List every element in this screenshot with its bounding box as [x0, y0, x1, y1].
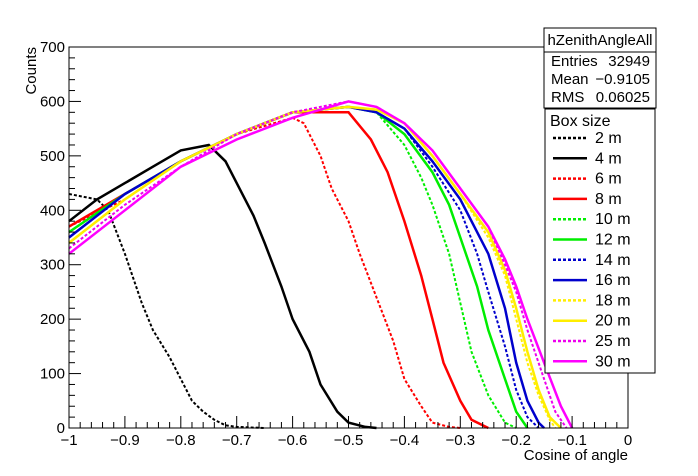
stats-mean-label: Mean	[551, 71, 589, 88]
legend-label: 8 m	[595, 191, 622, 208]
x-tick-label: −0.7	[222, 432, 252, 449]
legend-entries: 2 m 4 m 6 m 8 m 10 m 12 m 14 m 16 m 18 m 20 m 25 m…	[553, 130, 631, 370]
y-tick-label: 200	[40, 311, 65, 328]
x-tick-label: −0.6	[278, 432, 308, 449]
legend-label: 16 m	[595, 272, 631, 289]
x-tick-label: −0.5	[334, 432, 364, 449]
axis-tick-labels: −1 −0.9 −0.8 −0.7 −0.6 −0.5 −0.4 −0.3 −0.2 −0.1 0 0…	[40, 39, 632, 449]
series-30-m-solid	[68, 100, 574, 429]
x-tick-label: −0.1	[557, 432, 587, 449]
stats-title: hZenithAngleAll	[547, 32, 652, 49]
legend: Box size 2 m 4 m 6 m 8 m 10 m 12 m 14 m 16 m 18 …	[544, 108, 656, 374]
y-tick-label: 600	[40, 93, 65, 110]
series-4-m-solid	[68, 143, 377, 430]
legend-box	[544, 108, 656, 374]
series-layer	[68, 100, 574, 430]
y-tick-label: 400	[40, 202, 65, 219]
x-tick-label: −0.3	[445, 432, 475, 449]
legend-label: 30 m	[595, 353, 631, 370]
x-tick-label: −0.2	[501, 432, 531, 449]
stats-values-box	[543, 51, 657, 109]
legend-label: 12 m	[595, 232, 631, 249]
y-axis-title: Counts	[23, 47, 40, 95]
legend-label: 20 m	[595, 313, 631, 330]
x-tick-label: −0.4	[390, 432, 420, 449]
legend-label: 2 m	[595, 130, 622, 147]
stats-rms-label: RMS	[551, 89, 584, 106]
series-2-m-dashed	[68, 193, 265, 429]
legend-label: 25 m	[595, 333, 631, 350]
legend-title: Box size	[550, 113, 611, 130]
legend-label: 10 m	[595, 211, 631, 228]
y-tick-label: 300	[40, 257, 65, 274]
y-tick-label: 100	[40, 366, 65, 383]
y-tick-label: 700	[40, 39, 65, 56]
stats-entries-value: 32949	[608, 53, 650, 70]
series-10-m-dashed	[68, 105, 517, 429]
stats-mean-value: −0.9105	[595, 71, 650, 88]
stats-entries-label: Entries	[551, 53, 598, 70]
x-axis-title: Cosine of angle	[524, 447, 628, 464]
stats-rms-value: 0.06025	[596, 89, 650, 106]
y-tick-label: 0	[57, 420, 65, 437]
x-tick-label: −0.8	[166, 432, 196, 449]
x-tick-label: −1	[60, 432, 77, 449]
axis-ticks	[68, 46, 629, 429]
stats-title-box	[543, 27, 657, 53]
legend-label: 6 m	[595, 171, 622, 188]
legend-label: 18 m	[595, 292, 631, 309]
x-tick-label: −0.9	[110, 432, 140, 449]
y-tick-label: 500	[40, 148, 65, 165]
legend-label: 14 m	[595, 252, 631, 269]
legend-label: 4 m	[595, 150, 622, 167]
series-20-m-solid	[68, 105, 562, 429]
series-18-m-dashed	[68, 105, 557, 429]
stats-box: hZenithAngleAll Entries 32949 Mean −0.91…	[543, 27, 657, 109]
x-tick-label: 0	[624, 432, 632, 449]
